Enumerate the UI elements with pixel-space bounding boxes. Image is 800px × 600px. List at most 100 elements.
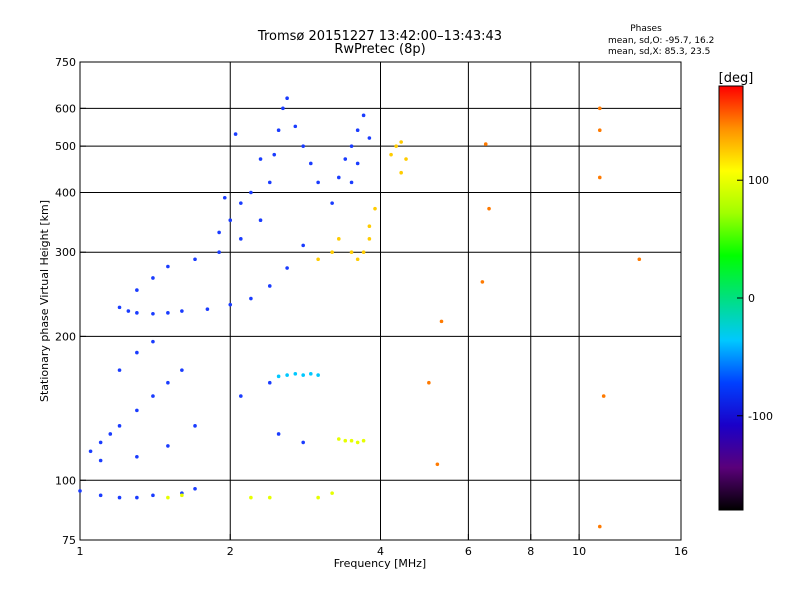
data-point (389, 152, 393, 157)
data-point (267, 495, 272, 500)
data-points (78, 96, 642, 529)
data-point (404, 157, 408, 161)
data-point (308, 372, 313, 376)
data-point (355, 440, 360, 445)
data-point (301, 144, 305, 148)
data-point (367, 136, 372, 140)
x-tick-label: 16 (674, 545, 688, 558)
data-point (349, 180, 354, 185)
data-point (126, 309, 131, 313)
y-tick-label: 500 (55, 140, 76, 153)
y-tick-label: 100 (55, 474, 76, 487)
data-point (222, 195, 227, 200)
data-point (151, 311, 155, 316)
y-tick-label: 300 (55, 246, 76, 259)
data-point (361, 113, 366, 118)
data-point (258, 157, 263, 161)
x-tick-label: 6 (465, 545, 472, 558)
y-tick-label: 750 (55, 56, 76, 69)
data-point (281, 106, 285, 111)
stats-heading: Phases (630, 24, 662, 34)
data-point (108, 432, 113, 436)
data-point (135, 454, 139, 459)
data-point (330, 201, 334, 205)
data-point (267, 380, 272, 385)
data-point (276, 432, 281, 436)
data-point (228, 302, 233, 307)
data-point (435, 462, 440, 467)
data-point (258, 218, 263, 223)
data-point (483, 142, 488, 146)
data-point (373, 206, 377, 211)
data-point (98, 493, 103, 498)
data-point (487, 206, 491, 211)
chart-title: Tromsø 20151227 13:42:00–13:43:43 (257, 29, 502, 44)
data-point (343, 157, 348, 161)
data-point (239, 201, 243, 205)
data-point (193, 486, 197, 491)
colorbar-tick-label: 100 (748, 174, 769, 187)
data-point (267, 284, 272, 288)
data-point (117, 368, 122, 372)
grid-lines (80, 62, 681, 540)
data-point (233, 132, 238, 136)
data-point (293, 372, 298, 376)
x-tick-label: 1 (77, 545, 84, 558)
colorbar-tick-label: 0 (748, 292, 755, 305)
data-point (239, 394, 243, 398)
data-point (117, 424, 122, 428)
data-point (228, 218, 233, 223)
data-point (330, 250, 334, 255)
data-point (166, 444, 170, 448)
data-point (301, 243, 305, 248)
data-point (180, 493, 184, 498)
data-point (316, 373, 320, 377)
colorbar-label: [deg] (719, 71, 754, 86)
data-point (394, 144, 398, 148)
data-point (337, 437, 341, 441)
data-point (151, 493, 155, 498)
data-point (193, 257, 197, 262)
data-point (135, 288, 139, 292)
data-point (637, 257, 642, 262)
data-point (308, 161, 313, 166)
data-point (205, 307, 210, 311)
data-point (427, 380, 431, 385)
data-point (88, 449, 93, 454)
y-tick-label: 400 (55, 186, 76, 199)
data-point (361, 250, 366, 255)
data-point (301, 373, 305, 377)
data-point (601, 394, 606, 398)
data-point (276, 374, 281, 379)
data-point (316, 257, 320, 262)
data-point (355, 161, 360, 166)
data-point (361, 438, 366, 443)
data-point (166, 380, 170, 385)
data-point (276, 128, 281, 132)
x-tick-label: 2 (227, 545, 234, 558)
data-point (166, 311, 170, 315)
data-point (355, 257, 360, 262)
data-point (135, 408, 139, 413)
stats-x-mode: mean, sd,X: 85.3, 23.5 (608, 47, 710, 57)
data-point (135, 350, 139, 355)
data-point (151, 276, 155, 280)
y-axis-ticks: 75 100 200 300 400 500 600 750 (55, 56, 86, 547)
data-point (151, 394, 155, 398)
y-axis-label: Stationary phase Virtual Height [km] (38, 200, 51, 402)
x-tick-label: 4 (377, 545, 384, 558)
data-point (337, 175, 341, 180)
data-point (349, 438, 354, 443)
data-point (98, 458, 103, 463)
data-point (597, 175, 602, 180)
x-axis-ticks: 1 2 4 6 8 10 16 (77, 534, 688, 558)
stats-o-mode: mean, sd,O: -95.7, 16.2 (608, 36, 714, 46)
data-point (98, 440, 103, 445)
data-point (285, 96, 289, 100)
data-point (316, 495, 320, 500)
data-point (597, 106, 602, 111)
chart-subtitle: RwPretec (8p) (334, 42, 425, 57)
data-point (439, 319, 444, 324)
data-point (399, 140, 403, 144)
data-point (135, 311, 139, 315)
